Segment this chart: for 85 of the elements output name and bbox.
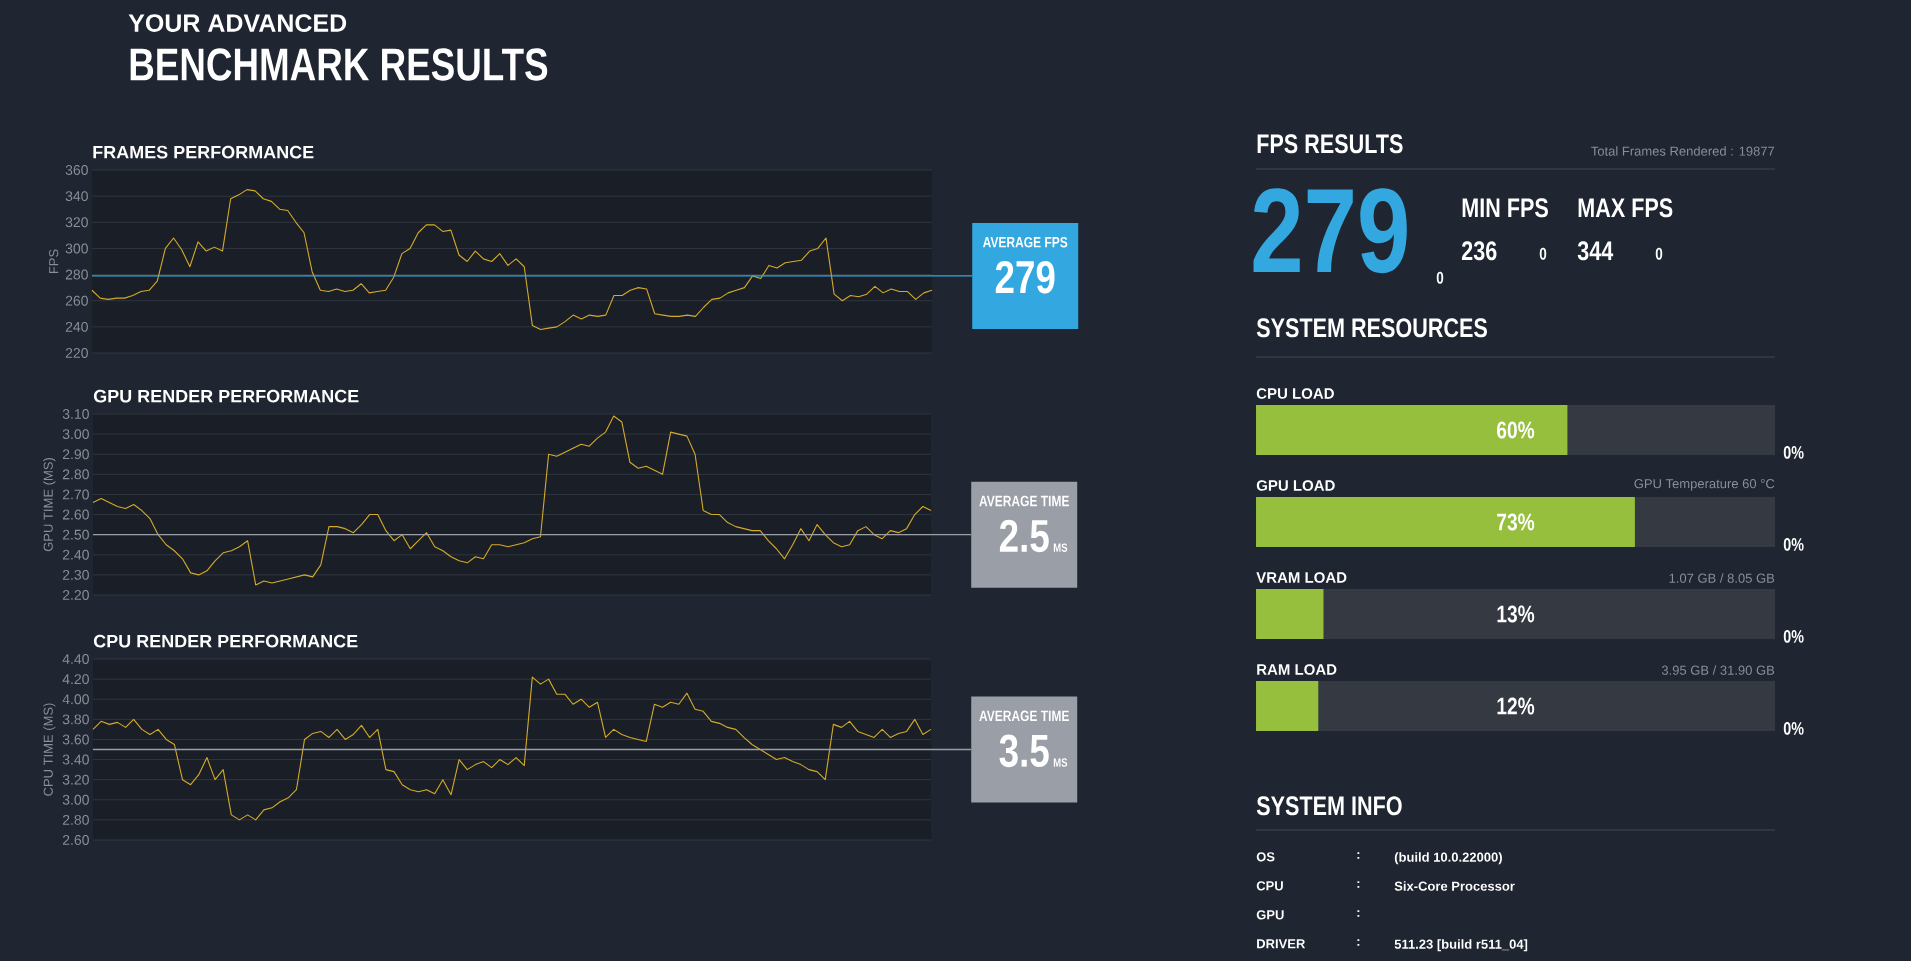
bar [1256, 681, 1319, 732]
y-tick-label: 3.60 [62, 734, 89, 745]
y-tick-label: 3.40 [62, 754, 89, 765]
ref-line-label: AVERAGE TIME [979, 495, 1069, 507]
text: CPU [1256, 881, 1283, 891]
text: 344 [1577, 241, 1614, 261]
text: Total Frames Rendered : 19877 [1591, 146, 1775, 156]
data-label: 60% [1497, 421, 1535, 439]
text: 0% [1783, 630, 1804, 643]
text: 2.5 [999, 519, 1049, 553]
y-tick-label: 360 [65, 165, 88, 175]
y-tick-label: 2.40 [62, 549, 89, 560]
text: : [1357, 852, 1360, 859]
text: YOUR ADVANCED [128, 14, 347, 32]
y-tick-label: 2.80 [62, 814, 89, 825]
text: 0% [1783, 446, 1804, 459]
y-tick-label: 280 [65, 269, 88, 280]
text: MS [1053, 758, 1068, 767]
y-tick-label: GPU LOAD [1256, 480, 1335, 491]
y-tick-label: 320 [65, 217, 88, 228]
data-label: 12% [1497, 697, 1535, 715]
y-tick-label: CPU LOAD [1256, 388, 1334, 399]
text: MS [1053, 543, 1068, 552]
text: 0 [1436, 271, 1444, 284]
y-tick-label: 3.00 [62, 429, 89, 440]
text: OS [1256, 852, 1275, 862]
ref-line-label: AVERAGE FPS [982, 236, 1068, 248]
text: 236 [1461, 241, 1497, 261]
data-label: 13% [1497, 605, 1535, 623]
chart-title: SYSTEM RESOURCES [1256, 318, 1487, 338]
y-tick-label: 3.10 [62, 409, 89, 419]
y-tick-label: 220 [65, 348, 88, 358]
text: SYSTEM INFO [1256, 796, 1402, 816]
y-tick-label: 2.90 [62, 449, 89, 460]
bar [1256, 589, 1324, 640]
y-axis-title: FPS [49, 249, 59, 274]
chart-title: GPU RENDER PERFORMANCE [93, 389, 359, 403]
annotation: 3.95 GB / 31.90 GB [1661, 665, 1775, 675]
y-tick-label: RAM LOAD [1257, 664, 1337, 675]
data-label: 73% [1497, 513, 1535, 531]
y-tick-label: 4.40 [62, 654, 89, 664]
text: MIN FPS [1462, 198, 1548, 218]
line-series [91, 189, 933, 331]
text: : [1357, 910, 1360, 917]
y-tick-label: 340 [65, 191, 88, 202]
y-tick-label: 2.60 [62, 509, 89, 520]
text: 279 [1253, 188, 1407, 274]
y-tick-label: 3.80 [62, 714, 89, 725]
y-tick-label: 4.20 [62, 674, 89, 685]
chart-title: CPU RENDER PERFORMANCE [93, 634, 358, 648]
text: 511.23 [build r511_04] [1394, 939, 1528, 952]
text: (build 10.0.22000) [1394, 852, 1502, 865]
text: MAX FPS [1578, 198, 1673, 218]
y-tick-label: 240 [65, 321, 88, 332]
y-tick-label: VRAM LOAD [1256, 572, 1347, 583]
text: 279 [995, 260, 1055, 294]
text: : [1357, 939, 1360, 946]
text: : [1357, 881, 1360, 888]
ref-line-label: AVERAGE TIME [979, 710, 1069, 722]
y-tick-label: 2.20 [62, 590, 89, 600]
y-tick-label: 2.50 [62, 529, 89, 540]
y-tick-label: 2.70 [62, 489, 89, 500]
text: 0 [1539, 247, 1547, 260]
y-tick-label: 2.80 [62, 469, 89, 480]
y-tick-label: 2.60 [62, 835, 89, 845]
text: DRIVER [1257, 939, 1306, 949]
text: FPS RESULTS [1257, 134, 1403, 154]
chart-title: FRAMES PERFORMANCE [93, 145, 314, 159]
text: 0% [1783, 722, 1804, 735]
annotation: GPU Temperature 60 °C [1634, 479, 1775, 491]
text: 0% [1783, 538, 1804, 551]
y-tick-label: 4.00 [62, 694, 89, 705]
text: BENCHMARK RESULTS [130, 48, 548, 81]
y-axis-title: CPU TIME (MS) [43, 703, 56, 796]
text: 0 [1655, 247, 1663, 260]
y-tick-label: 260 [65, 295, 88, 306]
y-tick-label: 3.00 [62, 794, 89, 805]
y-tick-label: 300 [65, 243, 88, 254]
text: Six-Core Processor [1394, 881, 1515, 891]
text: 3.5 [999, 734, 1049, 768]
y-tick-label: 3.20 [62, 774, 89, 785]
annotation: 1.07 GB / 8.05 GB [1669, 573, 1775, 583]
text: GPU [1256, 910, 1284, 920]
y-axis-title: GPU TIME (MS) [43, 458, 56, 552]
y-tick-label: 2.30 [62, 569, 89, 580]
